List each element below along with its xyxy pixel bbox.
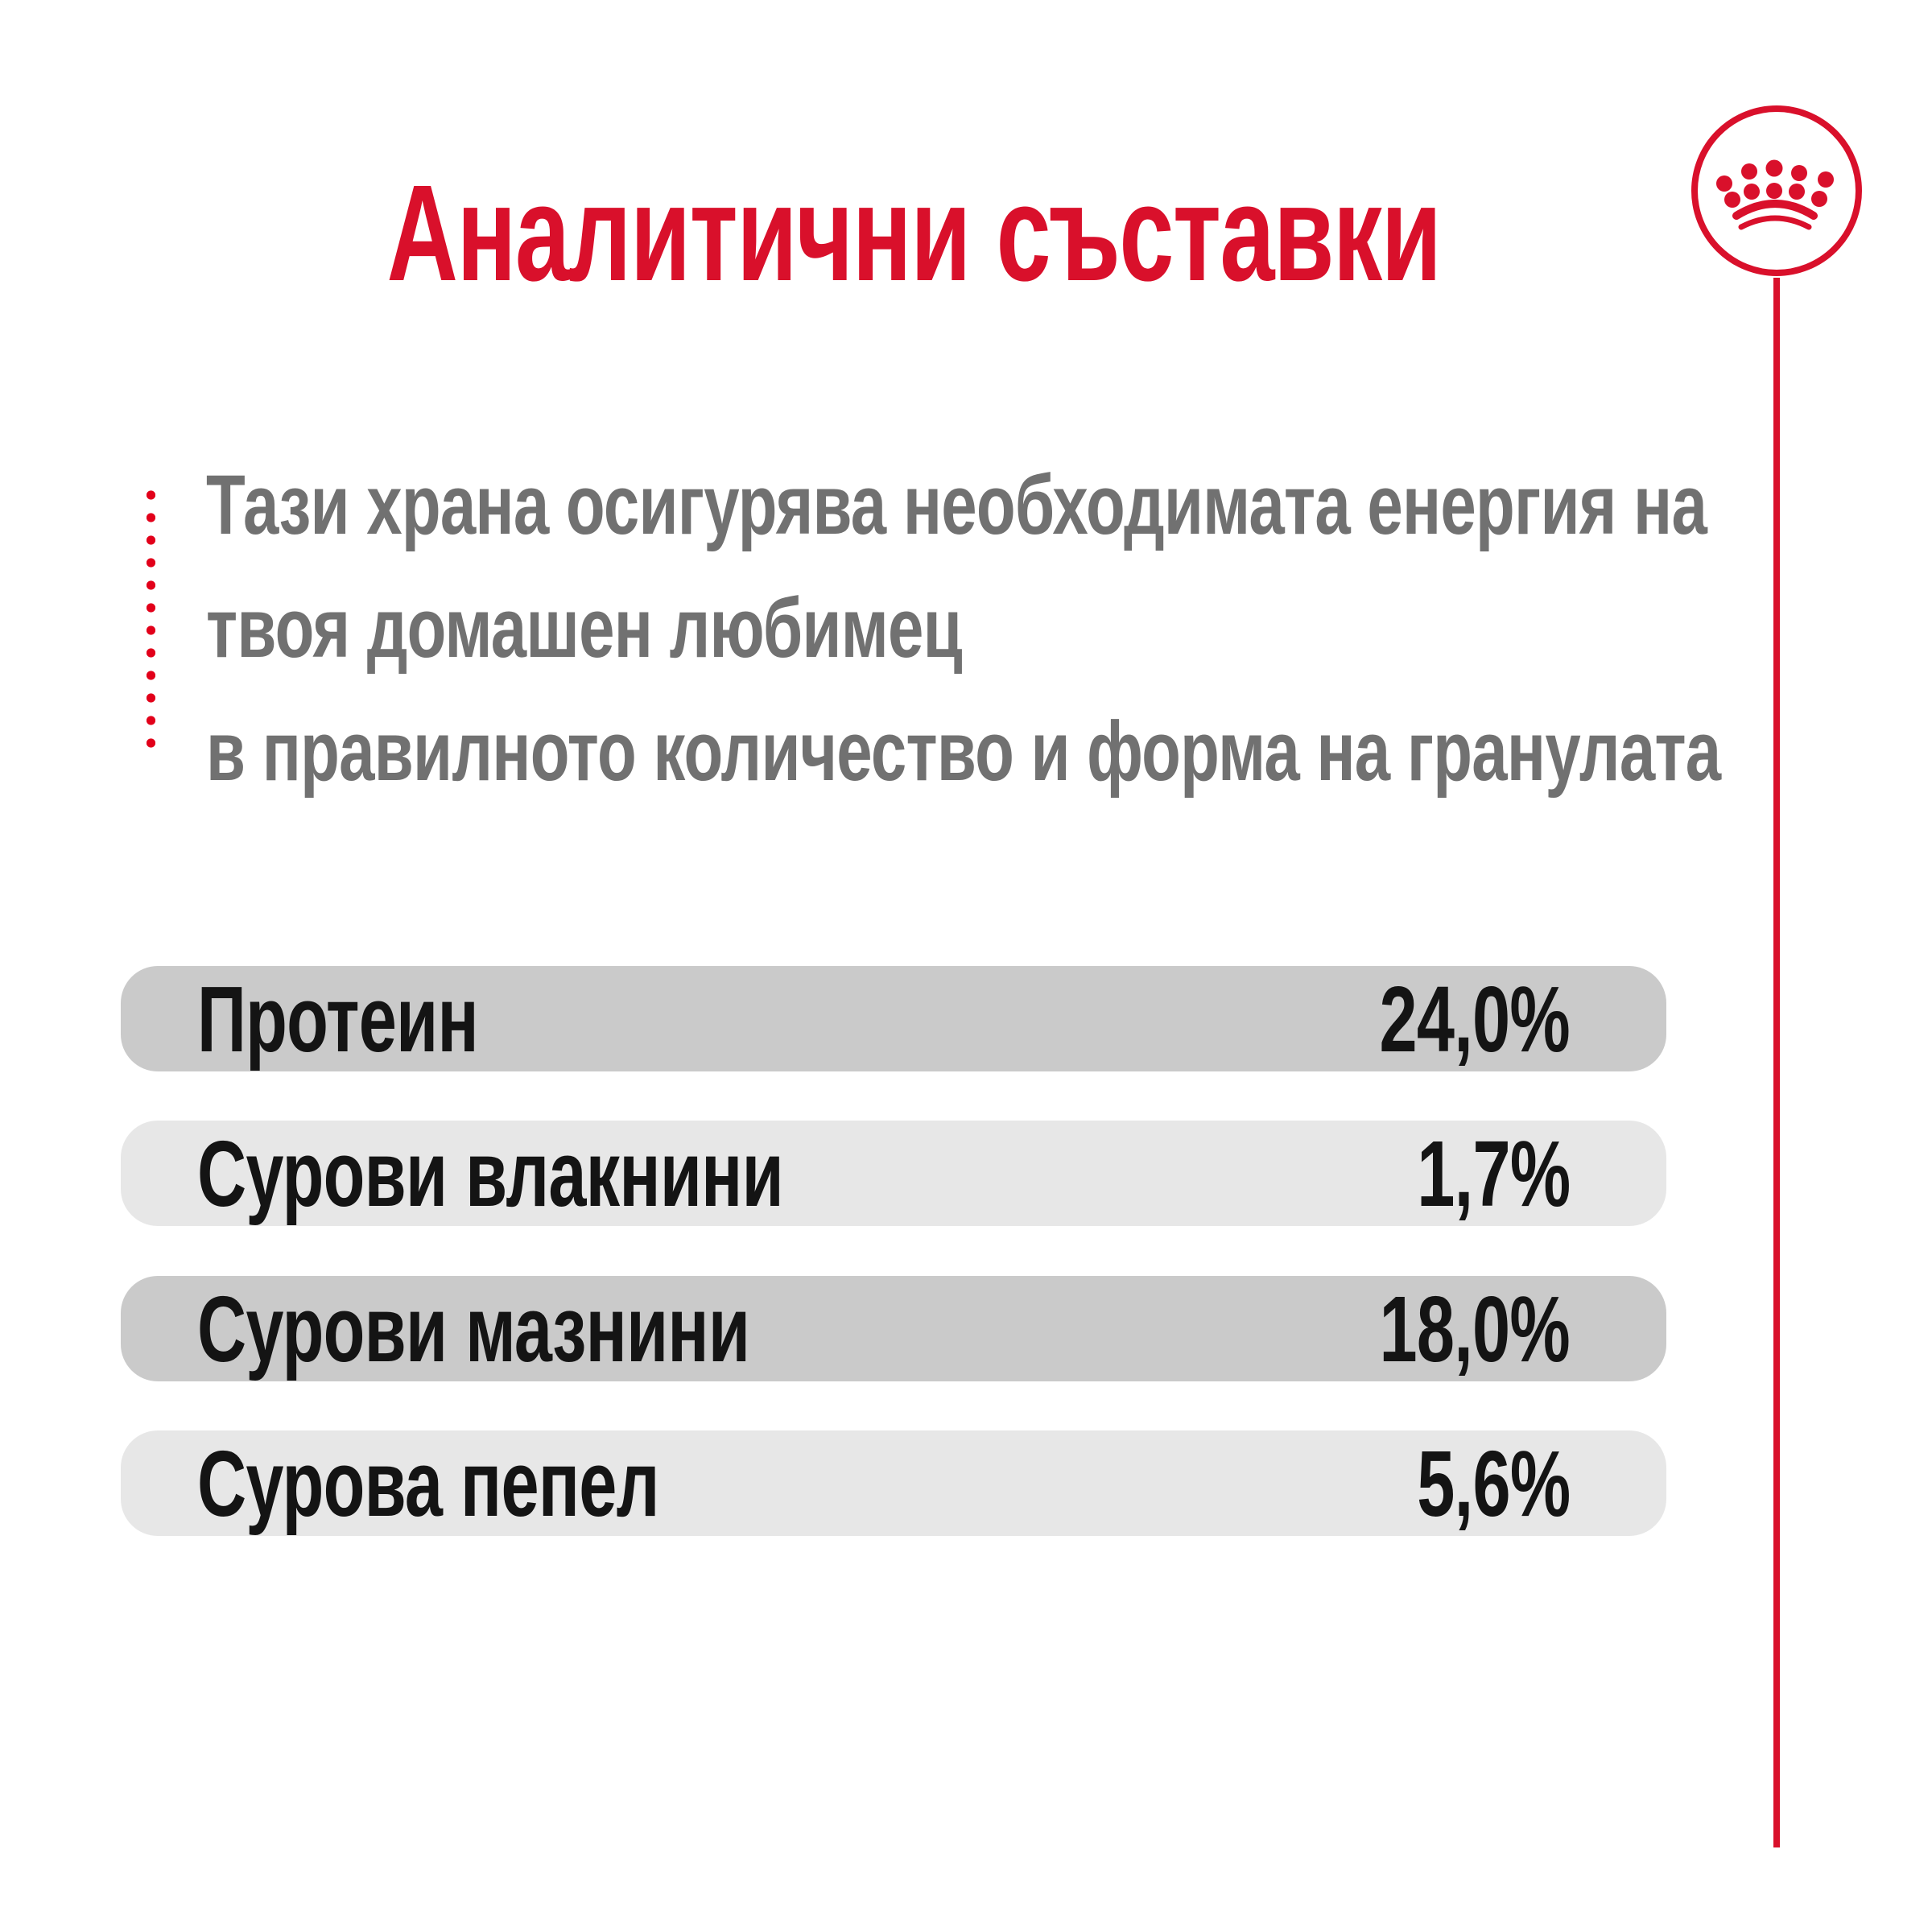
description-line: твоя домашен любимец	[206, 581, 963, 675]
page-title: Аналитични съставки	[0, 165, 1827, 302]
row-value: 24,0%	[1379, 966, 1571, 1071]
row-label: Сурова пепел	[197, 1430, 659, 1536]
row-label: Сурови влакнини	[197, 1121, 784, 1226]
table-row: Сурова пепел 5,6%	[121, 1430, 1666, 1536]
table-row: Сурови влакнини 1,7%	[121, 1121, 1666, 1226]
description-block: Тази храна осигурява необходимата енерги…	[206, 444, 1721, 813]
table-row: Сурови мазнини 18,0%	[121, 1276, 1666, 1381]
description-line: в правилното количество и форма на грану…	[206, 704, 1721, 799]
row-value: 18,0%	[1379, 1276, 1571, 1381]
description-line: Тази храна осигурява необходимата енерги…	[206, 458, 1707, 552]
vertical-accent-line	[1773, 278, 1780, 1847]
crown-in-circle-icon	[1691, 105, 1862, 276]
dotted-accent-line	[147, 484, 155, 754]
row-label: Протеин	[197, 966, 479, 1071]
row-value: 1,7%	[1416, 1121, 1571, 1226]
page-title-text: Аналитични съставки	[386, 157, 1441, 310]
table-row: Протеин 24,0%	[121, 966, 1666, 1071]
brand-logo	[1684, 98, 1869, 283]
row-label: Сурови мазнини	[197, 1276, 750, 1381]
row-value: 5,6%	[1416, 1430, 1571, 1536]
